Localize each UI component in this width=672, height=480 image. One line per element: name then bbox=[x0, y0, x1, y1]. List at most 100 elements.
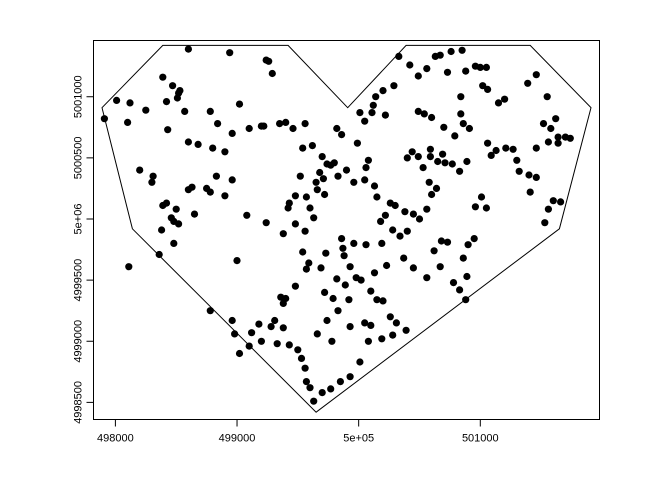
data-point-135 bbox=[447, 47, 455, 56]
data-point-83 bbox=[457, 93, 465, 101]
data-point-205 bbox=[279, 299, 287, 307]
data-point-153 bbox=[415, 215, 424, 223]
data-point-16 bbox=[164, 126, 172, 134]
data-point-26 bbox=[257, 122, 265, 130]
data-point-183 bbox=[334, 172, 342, 180]
data-point-252 bbox=[370, 269, 379, 277]
data-point-214 bbox=[373, 296, 381, 304]
data-point-63 bbox=[313, 186, 321, 194]
data-point-29 bbox=[289, 124, 297, 133]
data-point-72 bbox=[362, 164, 370, 172]
data-point-226 bbox=[318, 389, 326, 397]
plot-frame bbox=[93, 40, 600, 420]
y-tick-label-0: 4998500 bbox=[73, 381, 85, 424]
data-point-27 bbox=[276, 120, 284, 128]
data-point-129 bbox=[484, 85, 492, 93]
data-point-213 bbox=[367, 287, 375, 295]
data-point-185 bbox=[323, 160, 331, 168]
data-point-142 bbox=[408, 148, 416, 156]
data-point-209 bbox=[340, 252, 348, 260]
data-point-169 bbox=[463, 272, 471, 281]
data-point-118 bbox=[532, 144, 540, 152]
data-point-176 bbox=[403, 227, 411, 235]
data-point-78 bbox=[395, 52, 403, 61]
data-point-76 bbox=[372, 93, 380, 101]
data-point-74 bbox=[361, 117, 369, 125]
data-point-159 bbox=[378, 239, 386, 247]
data-point-172 bbox=[464, 241, 472, 249]
data-point-112 bbox=[549, 197, 557, 205]
data-point-235 bbox=[257, 337, 265, 345]
data-point-96 bbox=[463, 157, 471, 166]
data-point-231 bbox=[297, 354, 306, 362]
data-point-194 bbox=[291, 282, 299, 290]
data-point-111 bbox=[544, 205, 553, 213]
y-tick-label-1: 4999000 bbox=[73, 320, 85, 363]
data-point-132 bbox=[462, 67, 470, 75]
data-point-151 bbox=[428, 190, 436, 199]
data-point-48 bbox=[228, 176, 236, 184]
data-point-92 bbox=[426, 145, 434, 153]
data-point-164 bbox=[423, 274, 431, 282]
data-point-84 bbox=[457, 110, 465, 118]
data-point-215 bbox=[379, 297, 387, 305]
data-point-150 bbox=[432, 184, 441, 192]
data-point-125 bbox=[524, 79, 532, 87]
data-point-224 bbox=[336, 378, 344, 386]
data-point-128 bbox=[479, 82, 487, 90]
data-point-95 bbox=[456, 167, 464, 175]
x-axis: 498000 499000 5e+05 501000 bbox=[97, 419, 499, 445]
data-point-94 bbox=[448, 160, 456, 168]
data-point-18 bbox=[184, 138, 192, 146]
data-point-10 bbox=[226, 49, 234, 57]
data-point-207 bbox=[322, 249, 330, 257]
data-point-51 bbox=[158, 226, 166, 234]
data-point-247 bbox=[321, 288, 329, 296]
data-point-126 bbox=[501, 95, 509, 103]
data-point-97 bbox=[471, 203, 479, 211]
data-point-44 bbox=[206, 188, 214, 196]
data-point-22 bbox=[228, 129, 236, 137]
points-layer bbox=[100, 45, 574, 405]
data-point-2 bbox=[126, 99, 134, 107]
data-point-246 bbox=[329, 294, 337, 303]
data-point-251 bbox=[345, 296, 353, 304]
data-point-197 bbox=[271, 316, 279, 325]
heart-outline-layer bbox=[101, 44, 592, 413]
data-point-4 bbox=[159, 73, 167, 81]
data-point-182 bbox=[342, 166, 351, 174]
data-point-133 bbox=[482, 63, 490, 71]
data-point-253 bbox=[383, 261, 391, 270]
data-point-255 bbox=[350, 239, 358, 247]
data-point-190 bbox=[310, 214, 318, 222]
data-point-110 bbox=[541, 219, 549, 227]
data-point-236 bbox=[245, 342, 253, 350]
data-point-33 bbox=[149, 172, 157, 180]
data-point-177 bbox=[386, 199, 394, 207]
data-point-219 bbox=[389, 331, 397, 339]
data-point-58 bbox=[296, 172, 304, 180]
data-point-223 bbox=[346, 373, 354, 381]
data-point-113 bbox=[557, 198, 565, 206]
data-point-85 bbox=[459, 120, 467, 128]
data-point-70 bbox=[338, 131, 346, 139]
data-point-56 bbox=[279, 230, 287, 238]
data-point-149 bbox=[425, 178, 433, 186]
data-point-158 bbox=[377, 217, 385, 225]
data-point-107 bbox=[525, 171, 533, 179]
data-point-101 bbox=[492, 146, 500, 155]
data-point-210 bbox=[346, 263, 354, 271]
data-point-166 bbox=[449, 279, 458, 287]
data-point-121 bbox=[554, 139, 562, 147]
data-point-134 bbox=[458, 46, 466, 54]
data-point-196 bbox=[277, 293, 285, 301]
data-point-146 bbox=[426, 153, 434, 161]
data-point-62 bbox=[291, 220, 299, 228]
data-point-239 bbox=[313, 330, 321, 338]
data-point-36 bbox=[162, 199, 171, 207]
data-point-141 bbox=[368, 109, 376, 117]
data-point-140 bbox=[369, 101, 377, 109]
data-point-28 bbox=[282, 118, 290, 126]
data-point-181 bbox=[350, 178, 358, 186]
data-point-203 bbox=[206, 307, 214, 315]
